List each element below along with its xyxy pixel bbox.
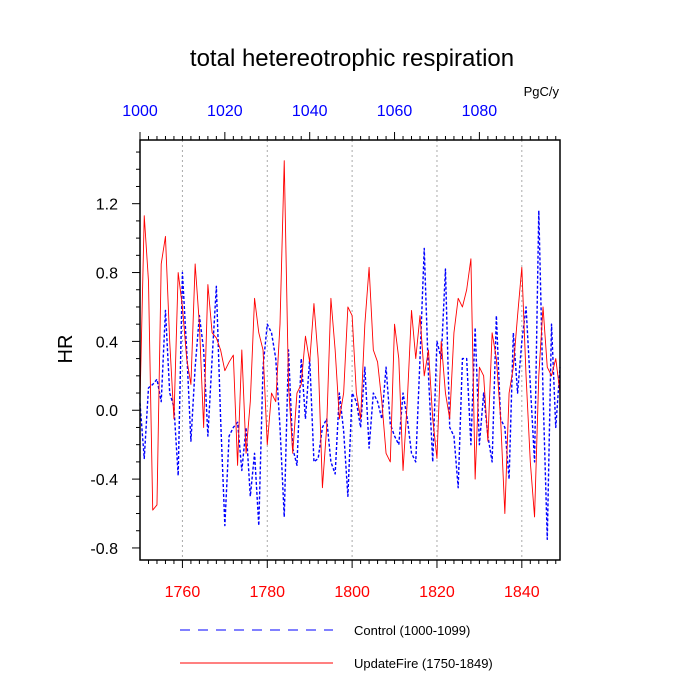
series-line-control: [139, 209, 561, 541]
x-bottom-tick-label: 1780: [249, 584, 285, 601]
y-tick-label: 0.0: [96, 403, 118, 420]
x-top-tick-label: 1060: [377, 103, 413, 120]
y-axis-label: HR: [55, 335, 77, 364]
y-tick-label: 1.2: [96, 197, 118, 214]
x-bottom-tick-label: 1800: [334, 584, 370, 601]
x-top-tick-label: 1040: [292, 103, 328, 120]
x-bottom-tick-label: 1840: [504, 584, 540, 601]
series-layer: [139, 160, 561, 541]
x-top-tick-label: 1020: [207, 103, 243, 120]
grid: [181, 140, 523, 560]
series-line-updatefire: [139, 160, 561, 518]
y-tick-label: -0.8: [90, 541, 118, 558]
x-top-tick-label: 1000: [122, 103, 158, 120]
x-bottom-tick-label: 1820: [419, 584, 455, 601]
legend-label-updatefire: UpdateFire (1750-1849): [354, 656, 493, 671]
y-tick-label: -0.4: [90, 472, 118, 489]
plot-frame: [139, 139, 561, 561]
x-top-tick-label: 1080: [462, 103, 498, 120]
chart-title: total hetereotrophic respiration: [190, 45, 514, 72]
ticks: [132, 132, 557, 568]
x-bottom-tick-label: 1760: [165, 584, 201, 601]
y-tick-label: 0.4: [96, 334, 118, 351]
legend-label-control: Control (1000-1099): [354, 623, 470, 638]
tick-labels: -0.8 -0.4 0.0 0.4 0.8 1.2 1760 1780 1800 1820 1840…: [90, 103, 539, 601]
y-tick-label: 0.8: [96, 266, 118, 283]
units-label: PgC/y: [524, 84, 560, 99]
legend: Control (1000-1099) UpdateFire (1750-1849…: [180, 623, 493, 671]
